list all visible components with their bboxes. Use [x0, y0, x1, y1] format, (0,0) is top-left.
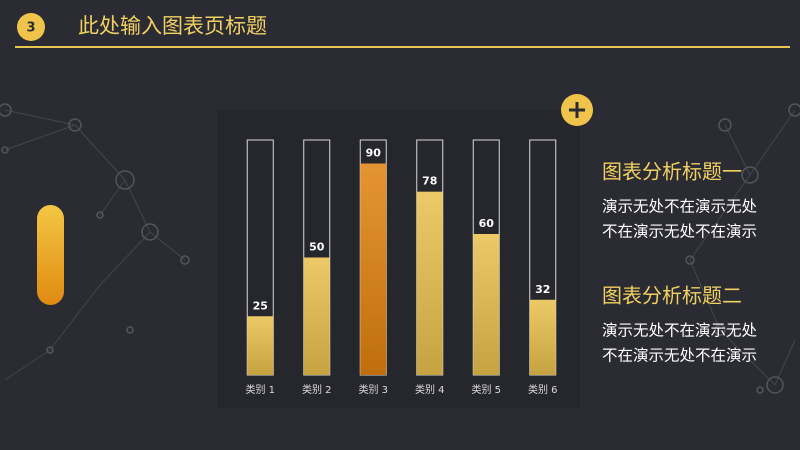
bar-shade	[473, 234, 500, 375]
bar-shade	[360, 163, 387, 375]
accent-pill	[37, 205, 64, 305]
value-label: 50	[309, 241, 325, 254]
plus-icon	[569, 102, 585, 118]
value-label: 90	[366, 147, 382, 160]
value-label: 25	[253, 299, 268, 312]
page-title: 此处输入图表页标题	[78, 14, 267, 38]
chart-panel	[217, 110, 580, 408]
x-tick-label: 类别 1	[245, 383, 275, 396]
bar-shade	[303, 257, 330, 375]
value-label: 78	[422, 175, 437, 188]
section-heading: 图表分析标题二	[602, 284, 742, 308]
value-label: 60	[479, 217, 495, 230]
page-badge	[17, 13, 45, 41]
bar-shade	[529, 299, 556, 375]
x-tick-label: 类别 6	[528, 383, 558, 396]
network-decoration	[0, 103, 800, 394]
page-number: 3	[26, 21, 35, 36]
analysis-text: 图表分析标题一演示无处不在演示无处不在演示无处不在演示图表分析标题二演示无处不在…	[602, 160, 757, 365]
section-body: 演示无处不在演示无处	[602, 322, 757, 340]
x-tick-label: 类别 5	[471, 383, 501, 396]
value-label: 32	[535, 283, 550, 296]
bar-shade	[416, 191, 443, 375]
x-tick-label: 类别 4	[415, 383, 445, 396]
section-heading: 图表分析标题一	[602, 160, 742, 184]
bar-shade	[247, 316, 274, 375]
section-body: 不在演示无处不在演示	[602, 223, 757, 241]
section-body: 演示无处不在演示无处	[602, 198, 757, 216]
section-body: 不在演示无处不在演示	[602, 347, 757, 365]
bar-chart: 25 类别 1 50 类别 2 90 类别 3 78 类别 4 60 类别 5 32 类别 6	[245, 139, 558, 396]
x-tick-label: 类别 3	[358, 383, 388, 396]
x-tick-label: 类别 2	[302, 383, 332, 396]
